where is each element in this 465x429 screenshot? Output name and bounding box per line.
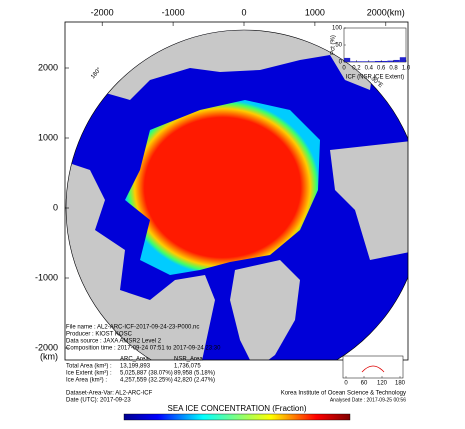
stats-cell: 4,257,559 (32.25%) [120,378,173,384]
info-line: File name : AL2-ARC-ICF-2017-09-24-23-P0… [66,325,199,331]
stats-header: NSR_Area [174,357,203,363]
info-line: Producer : KIOST KOSC [66,332,133,338]
footer-analysed: Analysed Date : 2017-09-25 00:56 [330,397,406,403]
histogram-xtick-label: 0.6 [377,66,386,72]
histogram-xtick-label: 1.0 [402,66,411,72]
land-scandinavia [330,140,408,260]
stats-cell: 13,199,893 [120,364,151,370]
footer-dataset: Dataset-Area-Var: AL2-ARC-ICF [66,391,153,397]
histogram-xtick-label: 0.2 [352,66,361,72]
histogram-bar [387,60,394,62]
stats-cell: Total Area (km²) : [66,364,112,370]
info-line: Composition time : 2017-09-24 07:51 to 2… [66,346,221,352]
angle-xtick-label: 0 [344,381,348,387]
histogram-bar [381,60,388,62]
angle-xtick-label: 120 [377,381,388,387]
histogram-bar [344,57,351,62]
stats-cell: 5,025,887 (38.07%) [120,371,173,377]
angle-inset [342,355,404,379]
histogram-ylabel: Pct (%) [331,35,337,55]
stats-cell: Ice Extent (km²) : [66,371,112,377]
y-tick-label: 2000 [38,62,58,72]
lon-label: 180° [90,66,103,80]
y-tick-label: 1000 [38,132,58,142]
histogram-xtick-label: 0.4 [365,66,374,72]
footer-date: Date (UTC): 2017-09-23 [66,398,131,404]
y-unit: (km) [40,351,58,361]
y-tick-label: 0 [53,202,58,212]
colorbar-title: SEA ICE CONCENTRATION (Fraction) [168,404,307,413]
stats-header: ARC_Area [120,357,149,363]
histogram-title: ICF (NSR ICE Extent) [346,75,404,81]
y-tick-label: -2000 [35,342,58,352]
stats-cell: 1,736,075 [174,364,201,370]
histogram-xtick-label: 0 [342,66,346,72]
x-tick-label: 0 [241,7,246,17]
histogram-ytick-label: 50 [335,43,342,49]
x-tick-label: 2000(km) [367,7,405,17]
stats-cell: Ice Area (km²) : [66,378,107,384]
x-tick-label: -1000 [162,7,185,17]
histogram-ytick-label: 0 [339,60,343,66]
info-line: Data source : JAXA AMSR2 Level 2 [66,339,162,345]
x-tick-label: 1000 [305,7,325,17]
histogram-frame [343,27,407,63]
histogram-bar [350,61,357,62]
angle-xtick-label: 60 [361,381,368,387]
colorbar [123,413,351,421]
histogram-bar [362,61,369,62]
stats-cell: 89,958 (5.18%) [174,371,215,377]
angle-curve [361,365,385,373]
map-frame [64,21,409,361]
land-greenland [230,260,300,360]
stats-cell: 42,820 (2.47%) [174,378,215,384]
x-tick-label: -2000 [91,7,114,17]
histogram-bar [356,61,363,62]
histogram-bar [368,61,375,62]
footer-institute: Korea Institute of Ocean Science & Techn… [281,391,406,397]
sea-ice [125,100,320,275]
histogram-xtick-label: 0.8 [389,66,398,72]
histogram-bar [399,57,406,62]
histogram-bar [393,59,400,62]
histogram-bar [375,60,382,62]
angle-xtick-label: 180 [395,381,406,387]
y-tick-label: -1000 [35,272,58,282]
histogram-ytick-label: 100 [332,26,343,32]
